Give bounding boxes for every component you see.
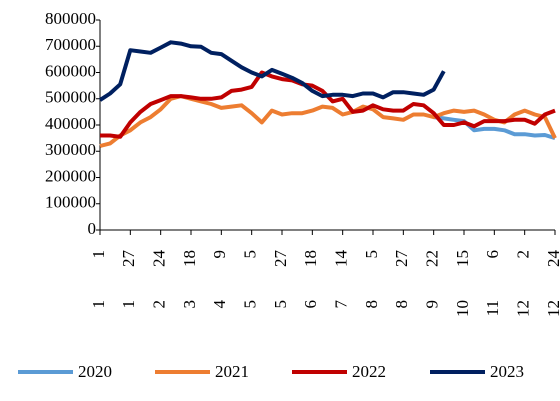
- y-tick-label: 100000: [45, 193, 96, 212]
- x-tick-label: 5: [241, 250, 260, 258]
- x-group-label: 6: [301, 300, 320, 309]
- x-group-label: 11: [483, 300, 502, 316]
- x-group-label: 8: [392, 300, 411, 309]
- legend-label: 2022: [352, 362, 386, 381]
- legend-label: 2021: [215, 362, 249, 381]
- series-line: [98, 40, 446, 102]
- x-tick-label: 2: [514, 250, 533, 259]
- x-tick-label: 1: [89, 250, 108, 259]
- x-group-label: 10: [453, 300, 472, 317]
- x-tick-label: 27: [271, 250, 290, 268]
- x-tick-label: 24: [544, 250, 560, 268]
- x-tick-label: 18: [301, 250, 320, 267]
- x-group-label: 1: [119, 300, 138, 309]
- x-tick-label: 22: [423, 250, 442, 267]
- x-tick-label: 27: [392, 250, 411, 268]
- x-tick-label: 14: [332, 250, 351, 268]
- y-tick-label: 600000: [45, 61, 96, 80]
- y-tick-label: 300000: [45, 140, 96, 159]
- x-tick-label: 18: [180, 250, 199, 267]
- x-group-label: 12: [544, 300, 560, 317]
- y-tick-label: 200000: [45, 166, 96, 185]
- legend-label: 2020: [78, 362, 112, 381]
- x-group-label: 4: [210, 300, 229, 309]
- x-group-label: 12: [514, 300, 533, 317]
- legend-label: 2023: [490, 362, 524, 381]
- x-tick-label: 27: [119, 250, 138, 268]
- x-group-label: 9: [423, 300, 442, 309]
- y-tick-label: 400000: [45, 114, 96, 133]
- x-group-label: 1: [89, 300, 108, 309]
- x-tick-label: 15: [453, 250, 472, 267]
- x-tick-label: 9: [210, 250, 229, 259]
- x-group-label: 8: [362, 300, 381, 309]
- x-group-label: 5: [241, 300, 260, 309]
- x-tick-label: 6: [483, 250, 502, 259]
- x-tick-label: 5: [362, 250, 381, 259]
- x-group-label: 3: [180, 300, 199, 309]
- y-tick-label: 800000: [45, 9, 96, 28]
- x-tick-label: 24: [150, 250, 169, 268]
- x-group-label: 7: [332, 300, 351, 309]
- x-group-label: 5: [271, 300, 290, 309]
- y-tick-label: 700000: [45, 35, 96, 54]
- y-tick-label: 0: [88, 219, 97, 238]
- x-group-label: 2: [150, 300, 169, 309]
- series-line: [433, 115, 556, 141]
- y-tick-label: 500000: [45, 88, 96, 107]
